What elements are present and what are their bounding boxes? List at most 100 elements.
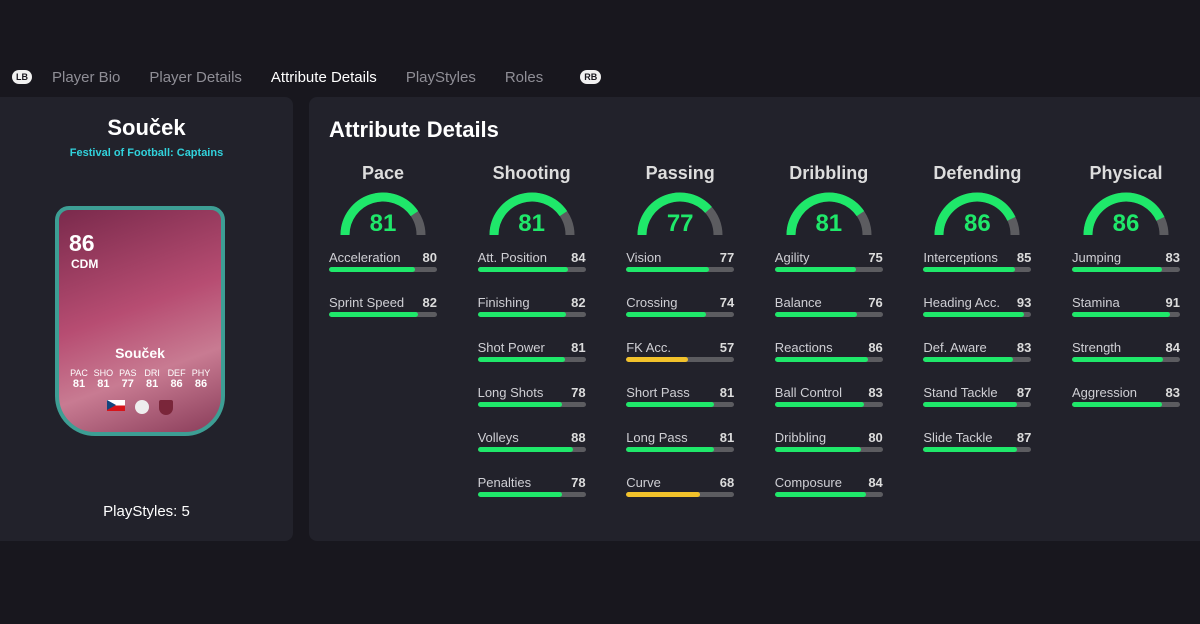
group-gauge: 81 [775,191,883,239]
attribute-bar-fill [477,402,562,407]
attribute-name: Aggression [1072,385,1138,400]
attribute-name: Ball Control [774,385,842,400]
gauge-fill [489,192,567,236]
attribute-name: Long Shots [477,385,544,400]
card-stat-value: 81 [146,378,159,390]
attribute-row: Dribbling 80 [774,430,883,475]
group-value: 81 [518,210,545,237]
attribute-bar [477,402,586,407]
attribute-bar [477,492,586,497]
card-position: CDM [71,257,99,271]
card-stat-value: 81 [97,378,110,390]
attribute-row: Finishing 82 [477,295,586,340]
attribute-details-title: Attribute Details [329,117,499,142]
tab-roles[interactable]: Roles [504,68,544,86]
attribute-group-pace: Pace 81 Acceleration 80 Sprint Speed 82 [329,163,437,340]
attribute-bar-fill [774,492,866,497]
tab-bar: LB Player Bio Player Details Attribute D… [12,66,621,88]
group-title: Pace [361,163,405,183]
attribute-bar [626,267,735,272]
attribute-bar-fill [626,402,714,407]
attribute-bar [626,357,735,362]
attribute-value: 81 [719,430,735,445]
card-stat-def: DEF 86 [165,368,189,390]
league-logo-icon [135,400,149,414]
attribute-row: Reactions 86 [774,340,883,385]
attribute-bar [477,267,586,272]
attribute-name: Heading Acc. [923,295,1000,310]
attribute-bar-fill [774,357,868,362]
attribute-bar-fill [329,312,418,317]
attribute-name: Composure [774,475,842,490]
gauge-fill [786,192,864,236]
attribute-row: Volleys 88 [477,430,586,475]
tab-playstyles[interactable]: PlayStyles [405,68,476,86]
group-title: Shooting [492,163,571,183]
attribute-bar [477,357,586,362]
attribute-bar-fill [1072,402,1162,407]
attribute-row: Heading Acc. 93 [923,295,1032,340]
card-stat-pac: PAC 81 [67,368,91,390]
attribute-bar-fill [1072,357,1163,362]
card-name: Souček [115,345,165,361]
card-stat-value: 86 [194,378,208,390]
attribute-group-passing: Passing 77 Vision 77 Crossing 74 FK Acc.… [626,163,735,520]
tab-attribute-details[interactable]: Attribute Details [270,68,377,86]
lb-button-icon[interactable]: LB [12,70,32,84]
attribute-row: Stamina 91 [1072,295,1180,340]
card-stat-dri: DRI 81 [140,368,164,390]
attribute-bar-fill [329,267,416,272]
gauge-fill [340,192,419,236]
attribute-row: Ball Control 83 [774,385,883,430]
attribute-group-shooting: Shooting 81 Att. Position 84 Finishing 8… [477,163,586,520]
attribute-name: Finishing [477,295,530,310]
attribute-bar [626,312,735,317]
player-panel: Souček Festival of Football: Captains 86… [0,97,293,541]
attribute-value: 84 [571,250,586,265]
attribute-row: Balance 76 [774,295,883,340]
attribute-name: Dribbling [774,430,827,445]
attribute-group-dribbling: Dribbling 81 Agility 75 Balance 76 React… [774,163,883,520]
attribute-value: 80 [422,250,437,265]
tab-player-bio[interactable]: Player Bio [52,68,121,86]
attribute-bar [923,402,1032,407]
attribute-bar [477,447,586,452]
attribute-row: Short Pass 81 [626,385,735,430]
attribute-name: Short Pass [626,385,690,400]
attribute-name: Curve [626,475,661,490]
attribute-name: Reactions [774,340,833,355]
attribute-group-physical: Physical 86 Jumping 83 Stamina 91 Streng… [1072,163,1180,430]
attribute-name: Vision [626,250,662,265]
attribute-row: Long Pass 81 [626,430,735,475]
attribute-row: Def. Aware 83 [923,340,1032,385]
attribute-name: Strength [1072,340,1122,355]
attribute-row: Acceleration 80 [329,250,437,295]
rb-button-icon[interactable]: RB [580,70,602,84]
attribute-row: Interceptions 85 [923,250,1032,295]
attribute-row: Long Shots 78 [477,385,586,430]
attribute-name: Jumping [1072,250,1122,265]
attribute-row: Slide Tackle 87 [923,430,1032,475]
attribute-bar-fill [774,447,862,452]
tab-player-details[interactable]: Player Details [149,68,242,86]
attribute-bar-fill [477,312,567,317]
attribute-value: 88 [571,430,586,445]
attribute-row: Strength 84 [1072,340,1180,385]
attribute-bar-fill [626,492,700,497]
attribute-name: Stamina [1072,295,1120,310]
card-rating: 86 [69,230,95,256]
attribute-bar [774,267,883,272]
attribute-value: 74 [719,295,735,310]
attribute-name: Stand Tackle [923,385,998,400]
attribute-row: Agility 75 [774,250,883,295]
attribute-row: Sprint Speed 82 [329,295,437,340]
attribute-group-defending: Defending 86 Interceptions 85 Heading Ac… [923,163,1032,475]
group-title: Defending [933,163,1022,183]
attribute-bar-fill [626,312,707,317]
attribute-bar [477,312,586,317]
attribute-row: Curve 68 [626,475,735,520]
attribute-name: Shot Power [477,340,545,355]
attribute-row: FK Acc. 57 [626,340,735,385]
attribute-name: Agility [774,250,810,265]
attribute-bar [1072,402,1180,407]
